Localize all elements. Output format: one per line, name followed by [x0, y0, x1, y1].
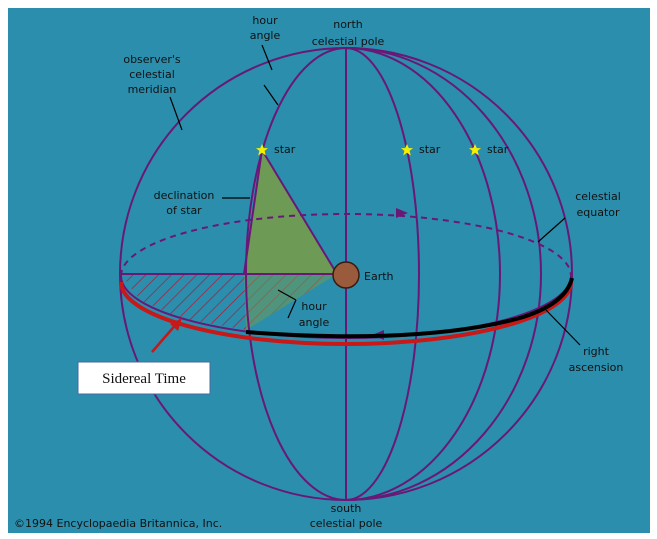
- label-line: hour: [252, 14, 278, 27]
- pointer-head: [170, 318, 182, 331]
- label-line: north: [333, 18, 363, 31]
- label-line: hour: [301, 300, 327, 313]
- label-line: ascension: [569, 361, 624, 374]
- sidereal-box: [77, 361, 211, 395]
- label-line: equator: [576, 206, 620, 219]
- label: star: [274, 143, 296, 156]
- label-line: meridian: [128, 83, 177, 96]
- label-line: south: [331, 502, 362, 515]
- label-line: celestial: [575, 190, 621, 203]
- label: declination of star: [154, 189, 215, 217]
- sidereal-arc: [119, 281, 573, 346]
- label: hour angle: [299, 300, 330, 329]
- right-ascension-arc: [245, 277, 574, 339]
- copyright: ©1994 Encyclopaedia Britannica, Inc.: [14, 517, 222, 530]
- label-line: angle: [250, 29, 281, 42]
- label-line: celestial pole: [312, 35, 385, 48]
- leaders: [169, 44, 581, 346]
- label-line: declination: [154, 189, 215, 202]
- label: celestial equator: [575, 190, 621, 219]
- label-line: observer's: [123, 53, 181, 66]
- label-line: celestial: [129, 68, 175, 81]
- label: south celestial pole: [310, 502, 383, 530]
- label-line: of star: [166, 204, 202, 217]
- earth: [332, 261, 360, 289]
- label: Earth: [364, 270, 394, 283]
- label: right ascension: [569, 345, 624, 374]
- label: hour angle: [250, 14, 281, 42]
- sphere-grid: [119, 47, 573, 501]
- label: star: [487, 143, 509, 156]
- label-line: angle: [299, 316, 330, 329]
- label: observer's celestial meridian: [123, 53, 181, 96]
- label-line: celestial pole: [310, 517, 383, 530]
- label: star: [419, 143, 441, 156]
- hatch-fill: [244, 274, 337, 330]
- label: north celestial pole: [312, 18, 385, 48]
- sidereal-label: Sidereal Time: [102, 371, 186, 387]
- label-line: right: [583, 345, 610, 358]
